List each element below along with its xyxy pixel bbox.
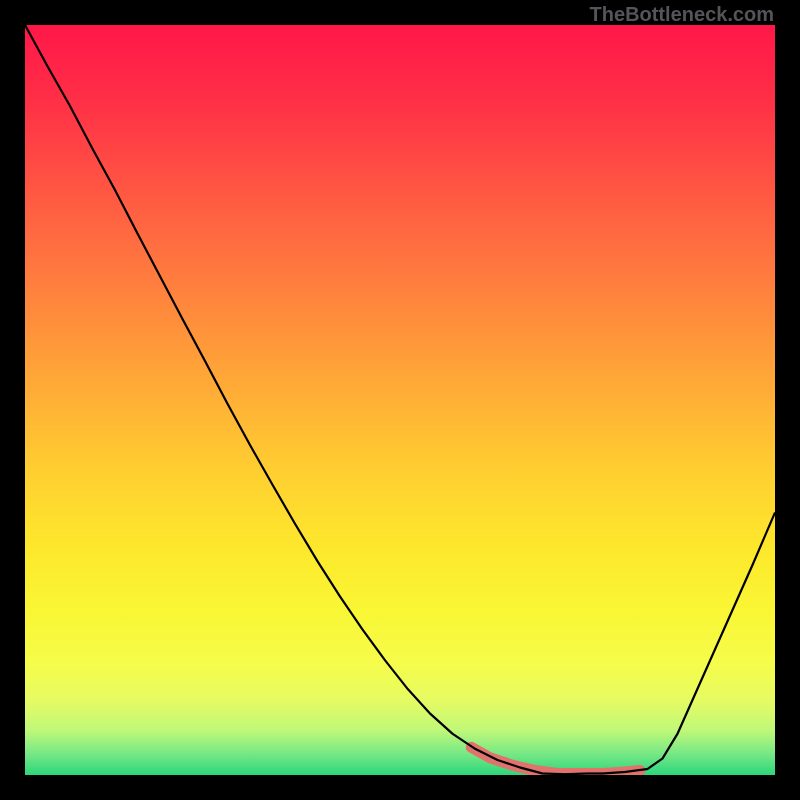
plot-area xyxy=(25,25,775,775)
bottleneck-curve xyxy=(25,25,775,774)
watermark-text: TheBottleneck.com xyxy=(590,4,774,27)
curve-layer xyxy=(25,25,775,775)
chart-container: TheBottleneck.com xyxy=(0,0,800,800)
